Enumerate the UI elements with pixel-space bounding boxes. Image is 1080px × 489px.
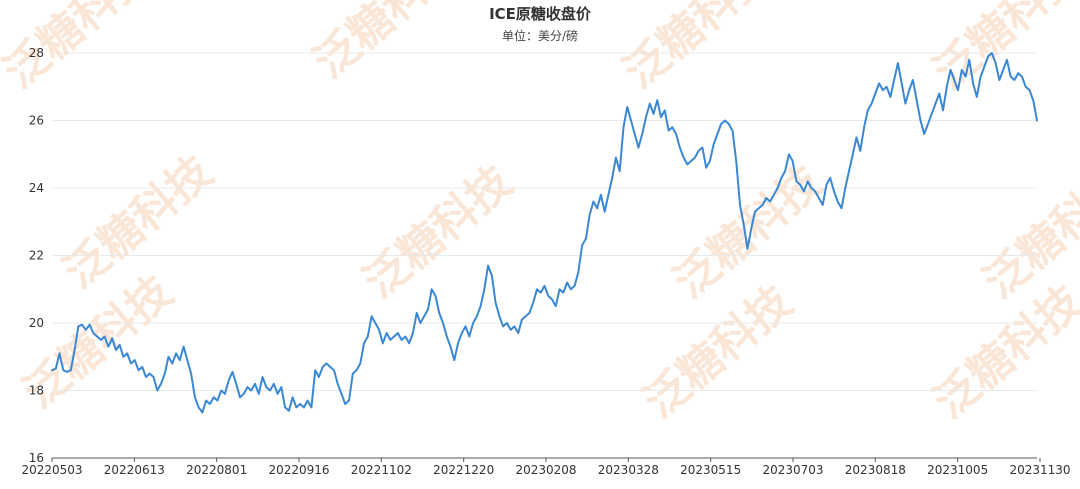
chart-title: ICE原糖收盘价 xyxy=(489,5,592,23)
x-tick-label: 20220916 xyxy=(268,463,329,477)
x-tick-label: 20230208 xyxy=(515,463,576,477)
watermark-text: 泛糖科技 xyxy=(664,156,832,308)
x-tick-label: 20221220 xyxy=(433,463,494,477)
x-tick-label: 20230328 xyxy=(598,463,659,477)
watermark-text: 泛糖科技 xyxy=(0,0,162,98)
series-line xyxy=(51,52,1038,414)
watermark-text: 泛糖科技 xyxy=(614,0,782,98)
x-tick-label: 20231005 xyxy=(927,463,988,477)
x-tick-label: 20230818 xyxy=(845,463,906,477)
y-tick-label: 20 xyxy=(29,316,44,330)
watermark-text: 泛糖科技 xyxy=(634,276,802,428)
y-tick-label: 28 xyxy=(29,46,44,60)
x-tick-label: 20221102 xyxy=(351,463,412,477)
x-tick-label: 20220503 xyxy=(21,463,82,477)
x-tick-label: 20230515 xyxy=(680,463,741,477)
y-tick-label: 26 xyxy=(29,114,44,128)
y-tick-label: 22 xyxy=(29,249,44,263)
y-tick-label: 16 xyxy=(29,451,44,465)
watermark-text: 泛糖科技 xyxy=(304,0,472,88)
grid-layer xyxy=(52,52,1037,459)
y-axis: 16 18 20 22 24 26 28 xyxy=(29,46,44,465)
x-tick-label: 20231130 xyxy=(1009,463,1070,477)
y-tick-label: 18 xyxy=(29,384,44,398)
watermark-text: 泛糖科技 xyxy=(354,156,522,308)
y-tick-label: 24 xyxy=(29,181,44,195)
x-axis: 20220503 20220613 20220801 20220916 20221102… xyxy=(21,458,1071,477)
x-tick-label: 20220801 xyxy=(186,463,247,477)
x-tick-label: 20220613 xyxy=(104,463,165,477)
x-tick-label: 20230703 xyxy=(762,463,823,477)
series-layer xyxy=(51,52,1038,414)
chart-subtitle: 单位：美分/磅 xyxy=(502,28,578,43)
